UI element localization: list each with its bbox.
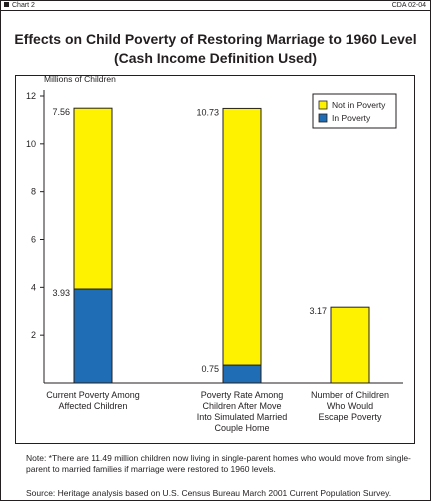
x-tick-label: Current Poverty Among (46, 390, 140, 400)
chart-title-line-1: Effects on Child Poverty of Restoring Ma… (14, 31, 417, 47)
y-tick-label: 8 (31, 187, 36, 197)
data-label: 0.75 (201, 364, 219, 374)
legend-label: Not in Poverty (332, 100, 386, 110)
data-label: 3.93 (52, 288, 70, 298)
x-tick-label: Poverty Rate Among (201, 390, 284, 400)
data-label: 10.73 (196, 107, 219, 117)
x-tick-label: Into Simulated Married (197, 412, 288, 422)
chart-title-line-2: (Cash Income Definition Used) (113, 50, 318, 66)
x-tick-label: Who Would (327, 401, 373, 411)
legend-label: In Poverty (332, 113, 371, 123)
chart-title: Effects on Child Poverty of Restoring Ma… (0, 30, 431, 68)
chart-tag: Chart 2 (4, 1, 35, 10)
bar-not-in-poverty-2 (222, 107, 262, 366)
x-tick-label: Affected Children (59, 401, 128, 411)
chart-note: Note: *There are 11.49 million children … (26, 453, 411, 474)
bar-in-poverty-1 (73, 288, 113, 384)
chart-box (15, 75, 415, 444)
chart-tag-label: Chart 2 (12, 2, 35, 9)
bar-not-in-poverty-3 (330, 306, 370, 384)
y-tick-label: 4 (31, 282, 36, 292)
y-tick-label: 10 (26, 139, 36, 149)
x-tick-label: Number of Children (311, 390, 389, 400)
data-label: 3.17 (309, 306, 327, 316)
x-tick-label: Couple Home (214, 423, 269, 433)
square-icon (4, 2, 9, 7)
x-tick-label: Children After Move (202, 401, 281, 411)
bar-in-poverty-2 (222, 364, 262, 384)
y-tick-label: 2 (31, 330, 36, 340)
y-tick-label: 12 (26, 91, 36, 101)
legend-swatch (318, 113, 328, 123)
bar-not-in-poverty-1 (73, 107, 113, 290)
x-tick-label: Escape Poverty (318, 412, 382, 422)
header-bar: Chart 2 CDA 02-04 (0, 0, 431, 11)
chart-source: Source: Heritage analysis based on U.S. … (26, 488, 392, 498)
legend-swatch (318, 100, 328, 110)
data-label: 7.56 (52, 107, 70, 117)
y-tick-label: 6 (31, 235, 36, 245)
y-axis-label: Millions of Children (44, 74, 116, 84)
document-code: CDA 02-04 (391, 2, 426, 9)
